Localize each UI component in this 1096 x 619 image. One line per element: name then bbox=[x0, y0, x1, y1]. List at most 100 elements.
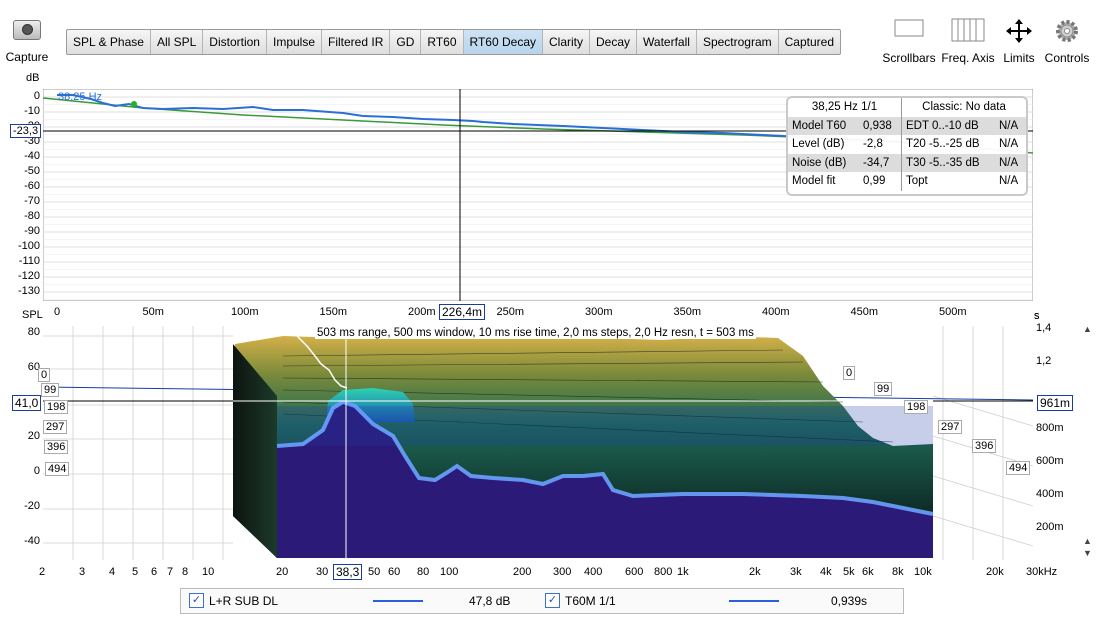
bottom-x-tick: 2 bbox=[39, 566, 46, 578]
tab-impulse[interactable]: Impulse bbox=[267, 30, 323, 54]
time-label-right: 0 bbox=[843, 366, 856, 380]
limits-button[interactable]: Limits bbox=[998, 18, 1040, 65]
tab-clarity[interactable]: Clarity bbox=[543, 30, 591, 54]
time-label-right: 494 bbox=[1006, 461, 1031, 475]
top-y-tick: -40 bbox=[24, 150, 40, 162]
bottom-x-tick: 10k bbox=[914, 566, 932, 578]
legend-value-1: 0,939s bbox=[831, 594, 868, 608]
bottom-x-tick: 7 bbox=[167, 566, 174, 578]
time-label-right: 99 bbox=[874, 382, 893, 396]
controls-label: Controls bbox=[1044, 51, 1090, 65]
right-time-tick: 400m bbox=[1036, 488, 1064, 500]
freq-axis-icon bbox=[951, 18, 985, 42]
legend-bar: ✓ L+R SUB DL 47,8 dB ✓ T60M 1/1 0,939s bbox=[180, 588, 904, 614]
tab-spectrogram[interactable]: Spectrogram bbox=[697, 30, 779, 54]
bottom-x-tick: 30kHz bbox=[1026, 566, 1058, 578]
bottom-x-tick: 6k bbox=[862, 566, 874, 578]
top-y-tick: -100 bbox=[17, 240, 40, 252]
tab-filtered-ir[interactable]: Filtered IR bbox=[322, 30, 391, 54]
top-y-tick: -70 bbox=[24, 195, 40, 207]
perspective-grid bbox=[43, 326, 1033, 560]
freq-axis-label: Freq. Axis bbox=[941, 51, 995, 65]
limits-label: Limits bbox=[1003, 51, 1035, 65]
time-label-left: 396 bbox=[44, 440, 69, 454]
legend-checkbox-1[interactable]: ✓ bbox=[545, 593, 560, 608]
bottom-x-tick: 50 bbox=[368, 566, 381, 578]
bottom-x-tick: 60 bbox=[388, 566, 401, 578]
tab-captured[interactable]: Captured bbox=[784, 35, 835, 49]
bottom-cursor-time-value: 961m bbox=[1037, 395, 1074, 411]
info-value: N/A bbox=[999, 138, 1019, 151]
tab-gd[interactable]: GD bbox=[390, 30, 422, 54]
bottom-x-tick: 300 bbox=[553, 566, 572, 578]
gear-icon bbox=[1056, 20, 1078, 42]
top-y-tick: -90 bbox=[24, 225, 40, 237]
scrollbars-button[interactable]: Scrollbars bbox=[880, 18, 938, 65]
scrollbars-icon bbox=[894, 19, 924, 37]
tab-waterfall[interactable]: Waterfall bbox=[637, 30, 697, 54]
top-x-tick: 150m bbox=[319, 306, 348, 318]
freq-axis-button[interactable]: Freq. Axis bbox=[940, 18, 996, 65]
top-cursor-x-value: 226,4m bbox=[439, 304, 486, 320]
bottom-x-tick: 600 bbox=[625, 566, 644, 578]
controls-button[interactable]: Controls bbox=[1042, 18, 1092, 65]
legend-line-1 bbox=[729, 600, 779, 602]
bottom-x-tick: 2k bbox=[749, 566, 761, 578]
legend-checkbox-0[interactable]: ✓ bbox=[189, 593, 204, 608]
bottom-y-tick: -20 bbox=[24, 500, 40, 512]
top-x-tick: 300m bbox=[585, 306, 613, 318]
bottom-y-tick: 60 bbox=[27, 360, 40, 373]
legend-name-1: T60M 1/1 bbox=[565, 594, 616, 608]
bottom-y-tick: 20 bbox=[27, 430, 40, 443]
scroll-up-arrow-icon-lower[interactable]: ▲ bbox=[1083, 536, 1092, 546]
top-x-tick: 450m bbox=[850, 306, 879, 318]
tab-rt60-decay[interactable]: RT60 Decay bbox=[463, 30, 543, 54]
info-value: -2,8 bbox=[863, 138, 883, 151]
scroll-down-arrow-icon[interactable]: ▼ bbox=[1083, 548, 1092, 558]
tab-decay[interactable]: Decay bbox=[590, 30, 638, 54]
scrollbars-label: Scrollbars bbox=[882, 51, 936, 65]
top-y-tick: -80 bbox=[24, 210, 40, 222]
legend-name-0: L+R SUB DL bbox=[209, 594, 279, 608]
top-x-tick: 100m bbox=[231, 306, 259, 318]
bottom-y-tick: 0 bbox=[33, 465, 40, 478]
bottom-x-tick: 6 bbox=[151, 566, 158, 578]
time-label-right: 198 bbox=[904, 400, 929, 414]
capture-label: Capture bbox=[5, 50, 49, 64]
bottom-x-tick: 30 bbox=[316, 566, 329, 578]
tab-rt60[interactable]: RT60 bbox=[421, 30, 464, 54]
camera-icon bbox=[13, 20, 41, 40]
front-slice-curve bbox=[276, 399, 934, 516]
right-time-tick: 200m bbox=[1036, 521, 1064, 533]
info-key: T20 -5..-25 dB bbox=[901, 135, 995, 154]
bottom-x-tick: 20 bbox=[276, 566, 289, 578]
bottom-x-tick: 800 bbox=[654, 566, 673, 578]
decay-3d-plot[interactable] bbox=[43, 326, 1033, 560]
top-x-tick: 250m bbox=[496, 306, 525, 318]
surface-side-wall bbox=[233, 344, 277, 558]
bottom-y-tick: 80 bbox=[27, 326, 40, 338]
bottom-x-tick: 80 bbox=[417, 566, 430, 578]
bottom-x-tick: 4k bbox=[820, 566, 832, 578]
tab-all-spl[interactable]: All SPL bbox=[151, 30, 204, 54]
bottom-x-tick: 4 bbox=[109, 566, 116, 578]
bottom-x-tick: 100 bbox=[440, 566, 459, 578]
scroll-up-arrow-icon[interactable]: ▲ bbox=[1083, 324, 1092, 334]
bottom-x-tick: 8k bbox=[892, 566, 904, 578]
bottom-x-tick: 1k bbox=[677, 566, 689, 578]
limits-arrows-icon bbox=[1006, 19, 1032, 43]
top-y-tick: 0 bbox=[33, 90, 40, 102]
top-x-tick: 0 bbox=[54, 306, 61, 318]
t60-trace bbox=[292, 331, 348, 389]
bottom-x-tick: 3k bbox=[790, 566, 802, 578]
top-cursor-y-value: -23,3 bbox=[10, 124, 42, 138]
tab-distortion[interactable]: Distortion bbox=[203, 30, 267, 54]
bottom-cursor-x-value: 38,3 bbox=[333, 564, 363, 580]
tab-spl-phase[interactable]: SPL & Phase bbox=[67, 30, 151, 54]
bottom-x-tick: 10 bbox=[202, 566, 215, 578]
top-x-tick: 200m bbox=[408, 306, 436, 318]
front-slice-band bbox=[277, 406, 933, 446]
waterfall-settings-text: 503 ms range, 500 ms window, 10 ms rise … bbox=[315, 327, 756, 339]
info-value: 0,99 bbox=[863, 175, 886, 188]
capture-button[interactable]: Capture bbox=[4, 16, 50, 64]
